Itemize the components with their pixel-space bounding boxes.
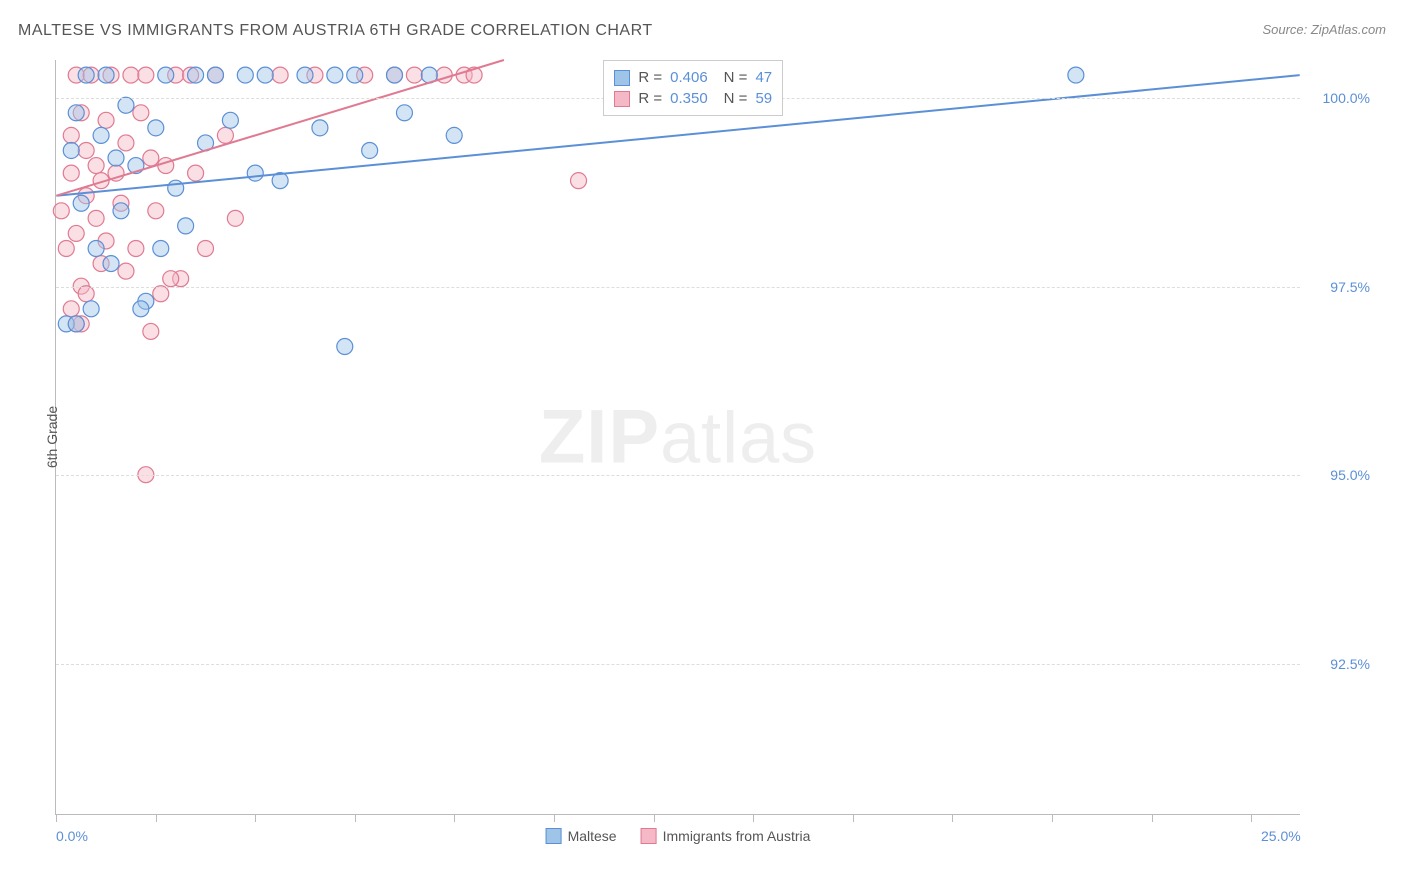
legend-item-1: Immigrants from Austria bbox=[641, 828, 811, 844]
plot-svg bbox=[56, 60, 1300, 814]
legend-label-0: Maltese bbox=[568, 828, 617, 844]
swatch-series-0 bbox=[614, 70, 630, 86]
stats-r-label-0: R = bbox=[638, 69, 662, 86]
y-tick-label: 95.0% bbox=[1330, 467, 1370, 483]
legend-label-1: Immigrants from Austria bbox=[663, 828, 811, 844]
source-attribution: Source: ZipAtlas.com bbox=[1262, 22, 1386, 37]
bottom-legend: Maltese Immigrants from Austria bbox=[546, 828, 811, 844]
stats-n-label-0: N = bbox=[724, 69, 748, 86]
stats-n-label-1: N = bbox=[724, 90, 748, 107]
swatch-series-1 bbox=[614, 91, 630, 107]
plot-area: 6th Grade ZIPatlas R = 0.406 N = 47 R = … bbox=[55, 60, 1300, 815]
stats-legend: R = 0.406 N = 47 R = 0.350 N = 59 bbox=[603, 60, 783, 116]
y-tick-label: 97.5% bbox=[1330, 279, 1370, 295]
stats-row-0: R = 0.406 N = 47 bbox=[614, 67, 772, 88]
stats-n-value-0: 47 bbox=[755, 69, 772, 86]
legend-swatch-0 bbox=[546, 828, 562, 844]
legend-item-0: Maltese bbox=[546, 828, 617, 844]
x-tick-label: 0.0% bbox=[56, 828, 88, 844]
y-tick-label: 100.0% bbox=[1323, 90, 1370, 106]
stats-row-1: R = 0.350 N = 59 bbox=[614, 88, 772, 109]
stats-r-value-1: 0.350 bbox=[670, 90, 708, 107]
stats-n-value-1: 59 bbox=[755, 90, 772, 107]
stats-r-label-1: R = bbox=[638, 90, 662, 107]
x-tick-label: 25.0% bbox=[1261, 828, 1301, 844]
y-tick-label: 92.5% bbox=[1330, 656, 1370, 672]
legend-swatch-1 bbox=[641, 828, 657, 844]
stats-r-value-0: 0.406 bbox=[670, 69, 708, 86]
chart-title: MALTESE VS IMMIGRANTS FROM AUSTRIA 6TH G… bbox=[18, 22, 653, 40]
